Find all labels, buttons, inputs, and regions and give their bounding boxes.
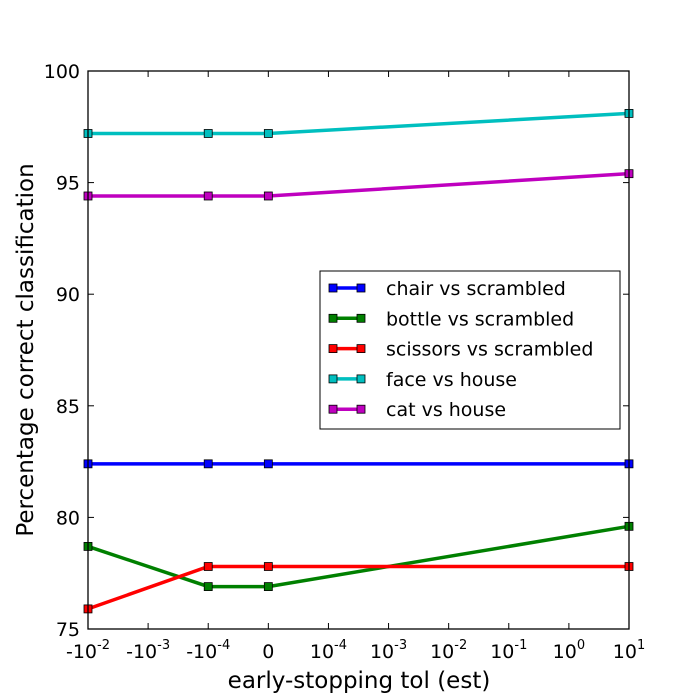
- x-tick-base: 10: [553, 641, 577, 663]
- x-tick-base: -10: [186, 641, 217, 663]
- legend-marker: [356, 404, 366, 414]
- legend: chair vs scrambled bottle vs scrambled sci…: [319, 270, 621, 430]
- legend-label: face vs house: [386, 369, 517, 391]
- x-tick-exponent: -1: [514, 638, 527, 653]
- legend-marker: [328, 344, 338, 354]
- x-tick-label: -10-4: [186, 638, 230, 663]
- series-line-2: [87, 564, 629, 611]
- series-point: [263, 129, 273, 138]
- legend-marker: [356, 283, 366, 293]
- x-tick-base: 0: [262, 641, 274, 663]
- legend-marker: [356, 313, 366, 323]
- legend-marker: [328, 313, 338, 323]
- legend-marker: [328, 283, 338, 293]
- plot-area-frame: [87, 70, 630, 630]
- x-axis-title: early-stopping tol (est): [228, 668, 491, 694]
- x-tick-exponent: -3: [157, 638, 170, 653]
- series-point: [203, 191, 213, 201]
- x-tick-base: 10: [430, 641, 454, 663]
- x-tick-exponent: 0: [577, 638, 585, 653]
- series-point: [203, 562, 213, 571]
- y-tick-label: 90: [56, 284, 80, 306]
- x-tick-exponent: 1: [637, 638, 645, 653]
- x-tick-base: 10: [310, 641, 334, 663]
- legend-marker: [328, 374, 338, 384]
- x-tick-label: -10-2: [66, 638, 110, 663]
- y-tick-label: 75: [56, 619, 80, 641]
- series-point: [263, 459, 273, 469]
- series-point: [203, 459, 213, 469]
- legend-label: bottle vs scrambled: [386, 308, 574, 330]
- x-tick-label: 100: [553, 638, 585, 663]
- x-tick-exponent: -3: [394, 638, 407, 653]
- legend-marker: [328, 404, 338, 414]
- series-point: [263, 191, 273, 201]
- x-tick-label: 101: [613, 638, 645, 663]
- x-tick-label: 0: [262, 641, 274, 663]
- x-tick-exponent: -4: [334, 638, 347, 653]
- x-tick-label: -10-3: [126, 638, 170, 663]
- legend-frame: [319, 270, 621, 430]
- y-axis-title: Percentage correct classification: [13, 163, 39, 536]
- legend-marker: [356, 344, 366, 354]
- x-tick-base: -10: [126, 641, 157, 663]
- series-point: [203, 129, 213, 138]
- x-tick-label: 10-1: [490, 638, 527, 663]
- y-axis-ticks: 75 80 85 90 95 100: [44, 61, 629, 641]
- series-line-1: [87, 524, 630, 589]
- legend-label: cat vs house: [386, 399, 506, 421]
- x-tick-label: 10-4: [310, 638, 347, 663]
- x-tick-label: 10-3: [370, 638, 407, 663]
- x-tick-base: 10: [370, 641, 394, 663]
- x-tick-base: -10: [66, 641, 97, 663]
- legend-label: chair vs scrambled: [386, 278, 566, 300]
- legend-marker: [356, 374, 366, 384]
- legend-label: scissors vs scrambled: [386, 339, 593, 361]
- series-line-3: [88, 111, 630, 136]
- x-tick-exponent: -2: [454, 638, 467, 653]
- series-point: [263, 562, 273, 571]
- y-tick-label: 100: [44, 61, 80, 83]
- x-tick-label: 10-2: [430, 638, 467, 663]
- x-tick-base: 10: [613, 641, 637, 663]
- series-point: [263, 582, 273, 591]
- x-tick-exponent: -2: [97, 638, 110, 653]
- series-point: [203, 582, 213, 591]
- x-tick-base: 10: [490, 641, 514, 663]
- x-axis-ticks: -10-2 -10-3 -10-4 0 10-4 10-3 10-2 10-1 100 101: [66, 71, 645, 663]
- y-tick-label: 80: [56, 507, 80, 529]
- y-tick-label: 85: [56, 396, 80, 418]
- y-tick-label: 95: [56, 173, 80, 195]
- x-tick-exponent: -4: [217, 638, 230, 653]
- series-line-4: [88, 171, 630, 198]
